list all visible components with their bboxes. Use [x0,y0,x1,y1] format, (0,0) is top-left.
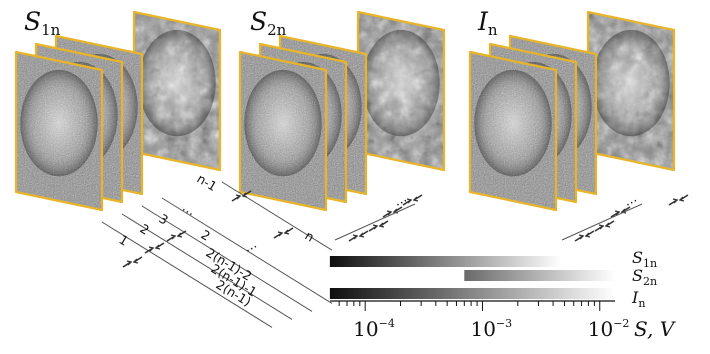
stack-2-panel-1 [238,50,328,212]
spacing-arrow-10 [574,230,595,242]
spacing-arrow-4 [231,190,252,202]
range-bar-label: In [631,288,645,310]
tick-label-1: 10−4 [353,317,395,341]
axis-label: S, V [634,317,677,341]
stack-3-panel-1 [468,50,558,212]
ellipsis-1: ⋯ [242,239,260,258]
guide-line-2 [121,213,293,320]
range-bar-label: S1n [632,248,657,270]
ellipsis-3: ⋯ [622,193,640,212]
range-bar-fill [464,270,616,281]
separation-label-2: 2 [137,221,152,238]
stack-3-panel-back [586,10,676,172]
stack-1 [14,10,222,212]
separation-label-5: n-1 [194,171,219,194]
group-title-1: S1n [24,7,61,39]
group-title-symbol: S [250,7,267,36]
spacing-arrow-7 [368,220,389,232]
stack-1-panel-back [132,10,222,172]
guide-line-1 [101,221,273,328]
range-bar-fill [329,288,616,299]
group-title-subscript: n [488,21,498,39]
stack-2 [238,10,446,212]
spacing-arrow-11 [594,220,615,232]
tick-label-2: 10−3 [470,317,512,341]
ellipsis-2: ⋯ [392,193,410,212]
group-title-3: In [477,7,498,39]
spacing-arrow-9 [402,194,423,206]
guide-line-5 [221,181,333,251]
spacing-arrow-3 [166,230,187,242]
log-axis: 10−4 10−3 10−2 S, V [330,300,677,341]
stack-2-panel-back [356,10,446,172]
separation-label-6: 2 [198,227,213,244]
spacing-arrow-5 [273,227,294,239]
spacing-arrow-1 [122,256,143,268]
range-bar-1: S1n [329,248,657,270]
guide-line-4 [161,197,333,304]
stack-guide-3 [561,203,643,241]
stack-1-panel-1 [14,50,104,212]
spacing-arrow-6 [348,230,369,242]
range-bar-2: S2n [464,266,657,288]
spacing-arrow-12 [610,206,631,218]
stack-guide-2 [334,203,416,241]
group-title-symbol: S [24,7,41,36]
separation-label-10: n [302,228,317,245]
range-bar-3: In [329,288,645,310]
spacing-arrow-13 [668,194,689,206]
range-bar-fill [329,256,562,267]
separation-label-1: 1 [116,232,131,249]
tick-label-3: 10−2 [588,317,630,341]
separation-label-3: 3 [156,211,171,228]
group-title-subscript: 1n [41,21,61,39]
group-title-2: S2n [250,7,287,39]
range-bar-label: S2n [632,266,657,288]
spacing-arrow-2 [144,242,165,254]
guide-line-3 [141,205,313,312]
group-title-subscript: 2n [267,21,287,39]
stack-3 [468,10,676,212]
group-title-symbol: I [477,7,489,36]
